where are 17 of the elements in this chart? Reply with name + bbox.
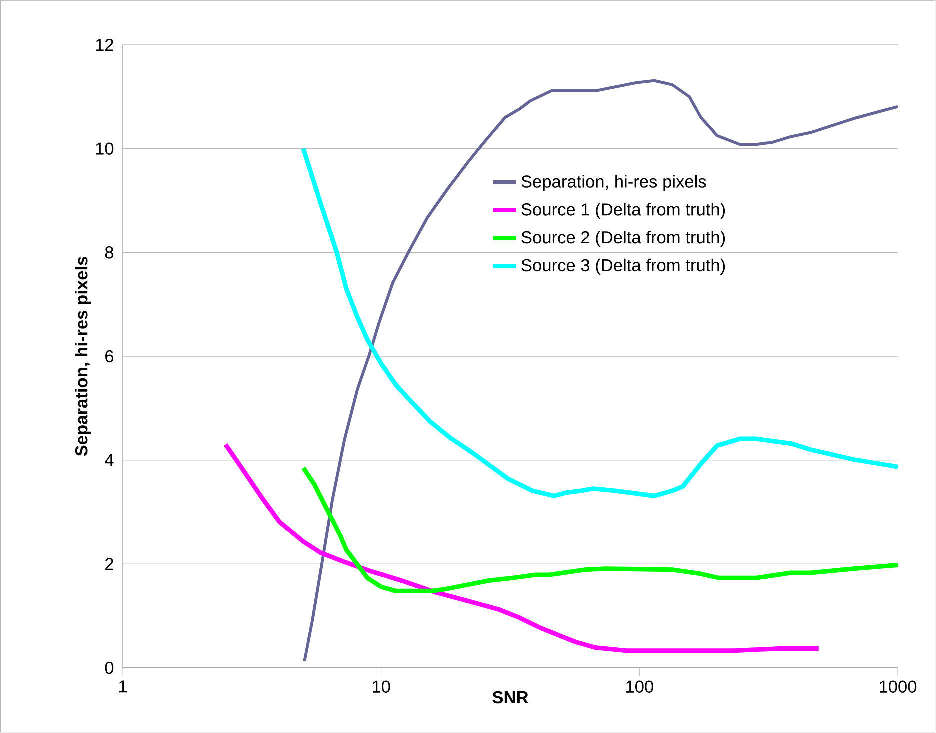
y-tick-label: 0: [105, 662, 114, 674]
y-tick-label: 6: [106, 350, 114, 363]
legend-label: Separation, hi-res pixels: [522, 175, 706, 192]
y-tick-label: 12: [96, 38, 114, 52]
y-tick-label: 2: [106, 558, 114, 570]
x-axis-title: SNR: [492, 691, 528, 704]
legend-label: Source 1 (Delta from truth): [522, 203, 726, 220]
y-tick-label: 8: [105, 246, 114, 259]
y-tick-label: 10: [96, 142, 114, 155]
y-tick-label: 4: [105, 454, 114, 466]
x-tick-label: 10: [373, 680, 390, 693]
x-tick-label: 100: [626, 680, 654, 693]
legend-label: Source 3 (Delta from truth): [522, 258, 726, 276]
x-tick-label: 1: [120, 680, 127, 693]
legend-label: Source 2 (Delta from truth): [522, 230, 726, 248]
y-axis-title: Separation, hi-res pixels: [75, 257, 92, 456]
x-tick-label: 1000: [880, 680, 917, 693]
